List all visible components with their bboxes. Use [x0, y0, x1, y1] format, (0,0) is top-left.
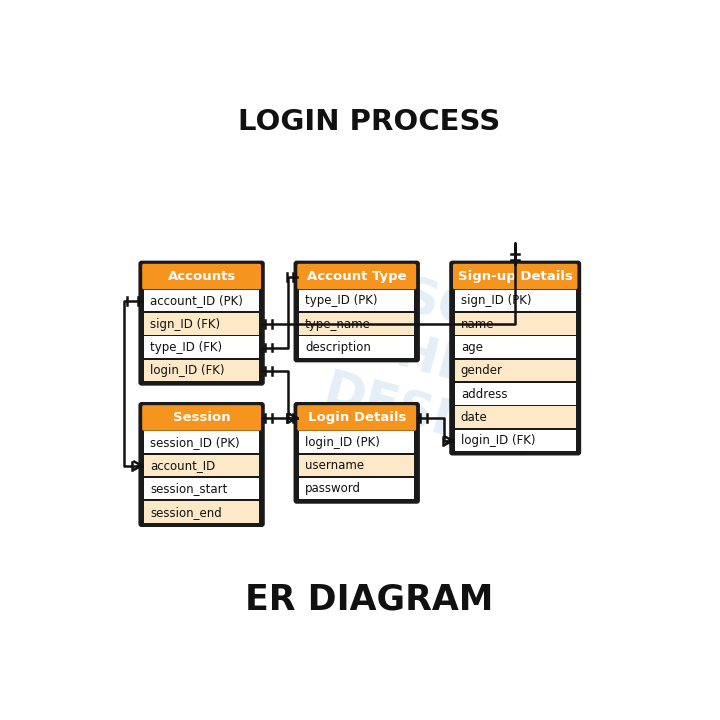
- Bar: [299, 478, 415, 500]
- Text: Sign-up Details: Sign-up Details: [458, 270, 572, 283]
- FancyBboxPatch shape: [142, 405, 261, 431]
- FancyBboxPatch shape: [142, 264, 261, 289]
- FancyBboxPatch shape: [295, 262, 418, 361]
- Bar: [144, 478, 259, 500]
- Text: Account Type: Account Type: [307, 270, 407, 283]
- Bar: [144, 501, 259, 523]
- FancyBboxPatch shape: [453, 264, 577, 289]
- Text: Session: Session: [173, 411, 230, 424]
- Text: age: age: [461, 341, 483, 354]
- Text: login_ID (PK): login_ID (PK): [305, 436, 380, 449]
- Bar: [144, 313, 259, 335]
- Text: address: address: [461, 387, 508, 400]
- Text: username: username: [305, 459, 364, 472]
- Text: session_end: session_end: [150, 505, 222, 518]
- Bar: [454, 406, 576, 428]
- Text: SQL
SCHEMA
DESIGN: SQL SCHEMA DESIGN: [306, 256, 577, 471]
- Text: account_ID (PK): account_ID (PK): [150, 294, 243, 307]
- Bar: [144, 431, 259, 453]
- Bar: [299, 431, 415, 453]
- Bar: [454, 383, 576, 405]
- Text: date: date: [461, 411, 487, 424]
- Bar: [144, 360, 259, 382]
- Text: account_ID: account_ID: [150, 459, 215, 472]
- Text: login_ID (FK): login_ID (FK): [461, 434, 535, 447]
- Text: session_start: session_start: [150, 482, 228, 495]
- Bar: [299, 290, 415, 312]
- FancyBboxPatch shape: [297, 405, 416, 431]
- Text: type_name: type_name: [305, 318, 371, 330]
- FancyBboxPatch shape: [140, 262, 264, 384]
- Bar: [144, 336, 259, 358]
- Text: password: password: [305, 482, 361, 495]
- Text: LOGIN PROCESS: LOGIN PROCESS: [238, 109, 500, 136]
- Text: type_ID (FK): type_ID (FK): [150, 341, 222, 354]
- Bar: [299, 454, 415, 476]
- Text: Login Details: Login Details: [307, 411, 406, 424]
- Bar: [454, 313, 576, 335]
- FancyBboxPatch shape: [297, 264, 416, 289]
- Bar: [299, 336, 415, 358]
- Bar: [454, 336, 576, 358]
- Bar: [454, 430, 576, 451]
- Text: sign_ID (FK): sign_ID (FK): [150, 318, 220, 330]
- Bar: [454, 290, 576, 312]
- Text: ER DIAGRAM: ER DIAGRAM: [245, 582, 493, 616]
- FancyBboxPatch shape: [140, 403, 264, 526]
- Text: session_ID (PK): session_ID (PK): [150, 436, 240, 449]
- Bar: [144, 290, 259, 312]
- Text: Accounts: Accounts: [168, 270, 235, 283]
- Bar: [299, 313, 415, 335]
- Text: type_ID (PK): type_ID (PK): [305, 294, 377, 307]
- Text: description: description: [305, 341, 371, 354]
- Text: gender: gender: [461, 364, 503, 377]
- Text: sign_ID (PK): sign_ID (PK): [461, 294, 531, 307]
- FancyBboxPatch shape: [295, 403, 418, 503]
- FancyBboxPatch shape: [451, 262, 580, 454]
- Bar: [454, 360, 576, 382]
- Bar: [144, 454, 259, 476]
- Text: login_ID (FK): login_ID (FK): [150, 364, 225, 377]
- Text: name: name: [461, 318, 495, 330]
